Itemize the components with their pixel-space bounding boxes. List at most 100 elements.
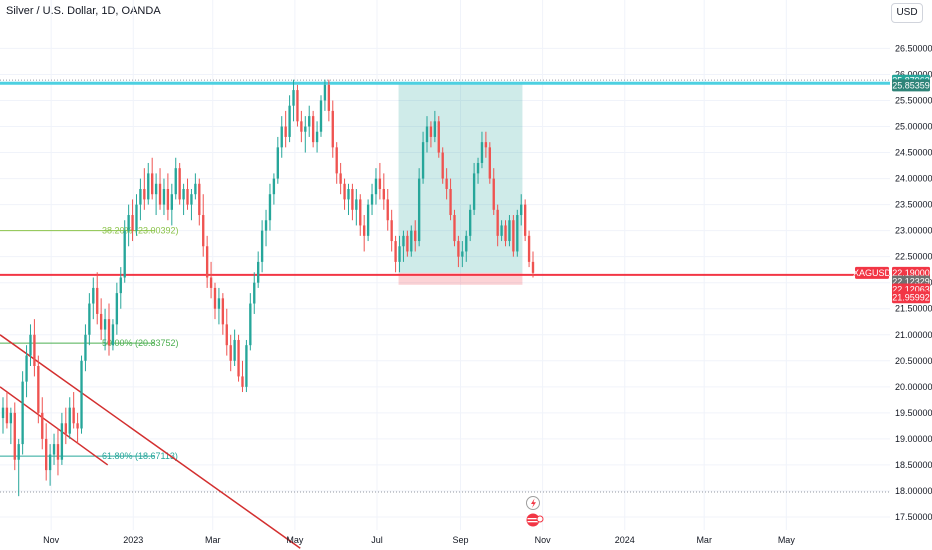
candle-body (523, 204, 527, 236)
candle-body (17, 444, 20, 460)
candle-body (394, 241, 397, 262)
x-tick-label: Nov (43, 535, 60, 545)
fib-levels: 38.20% (23.00392) 50.00% (20.83752) 61.80%… (0, 226, 179, 461)
candle-body (25, 355, 28, 382)
candle-body (300, 121, 303, 132)
candle-body (139, 188, 142, 205)
candle-body (421, 142, 425, 179)
candle-body (103, 319, 107, 330)
y-tick-label: 25.00000 (895, 122, 932, 132)
candle-body (257, 261, 260, 283)
candle-body (406, 235, 409, 252)
candle-body (221, 298, 225, 325)
x-tick-label: 2023 (123, 535, 143, 545)
event-badge-icon (536, 515, 544, 523)
candle-body (382, 188, 385, 200)
candle-body (260, 230, 264, 262)
candle-body (331, 110, 334, 148)
candle-body (500, 225, 503, 236)
candle-body (472, 173, 476, 210)
us-flag-stripe (527, 521, 539, 523)
x-tick-label: Nov (535, 535, 552, 545)
candle-body (476, 162, 480, 174)
y-tick-label: 19.50000 (895, 408, 932, 418)
currency-button[interactable]: USD (891, 3, 923, 23)
candle-body (520, 204, 523, 216)
profit-zone (398, 83, 523, 273)
candle-body (174, 168, 177, 195)
loss-zone (398, 272, 523, 285)
candle-body (41, 412, 44, 439)
candle-body (398, 246, 401, 262)
candle-body (288, 105, 291, 137)
price-tag-label: 22.12063 (892, 284, 930, 294)
candle-body (402, 235, 405, 247)
candle-body (449, 188, 452, 216)
candle-body (88, 303, 91, 335)
price-tag-label: 21.95992 (892, 292, 930, 302)
x-tick-label: May (286, 535, 304, 545)
candle-body (198, 183, 201, 216)
candle-body (512, 220, 515, 252)
candle-body (29, 334, 32, 356)
price-tag-label: 22.12329 (892, 277, 930, 287)
candle-body (304, 126, 307, 132)
candle-body (209, 277, 213, 288)
candle-body (237, 339, 240, 377)
candle-body (241, 376, 244, 387)
candle-body (453, 215, 456, 242)
candle-body (80, 360, 83, 429)
candle-body (64, 423, 67, 434)
y-tick-label: 17.50000 (895, 512, 932, 522)
candle-body (390, 220, 393, 242)
candle-body (417, 178, 421, 242)
candle-body (170, 194, 173, 210)
candle-body (194, 183, 197, 195)
candle-body (441, 152, 444, 179)
candle-body (378, 178, 382, 189)
x-tick-label: Jul (371, 535, 383, 545)
candle-body (433, 121, 437, 137)
candle-body (60, 423, 64, 460)
y-tick-label: 20.50000 (895, 356, 932, 366)
x-axis: Nov 2023 Mar May Jul Sep Nov 2024 Mar May (43, 535, 795, 545)
candle-body (445, 178, 448, 189)
candle-body (496, 209, 499, 236)
candle-body (319, 100, 323, 132)
position-box (398, 83, 523, 285)
candle-body (99, 313, 103, 330)
candle-body (225, 324, 228, 346)
y-tick-label: 21.50000 (895, 304, 932, 314)
candle-body (52, 444, 56, 455)
candle-body (465, 235, 468, 252)
candle-body (72, 407, 75, 424)
y-tick-label: 22.50000 (895, 252, 932, 262)
candle-body (508, 220, 511, 242)
x-tick-label: 2024 (615, 535, 635, 545)
candle-body (127, 215, 130, 231)
candle-body (264, 220, 268, 231)
candle-body (414, 230, 417, 242)
price-tag-label: 22.19000 (892, 268, 930, 278)
horizontal-levels (0, 79, 890, 493)
candle-body (469, 209, 472, 236)
fib-label: 61.80% (18.67113) (102, 451, 178, 461)
candle-body (457, 241, 460, 257)
candle-body (123, 230, 126, 278)
candle-body (268, 194, 272, 221)
candle-body (272, 178, 276, 195)
us-flag-event-icon[interactable] (526, 513, 540, 527)
candle-body (484, 142, 488, 148)
y-tick-label: 24.00000 (895, 174, 932, 184)
candle-body (92, 287, 95, 304)
candle-body (186, 188, 189, 205)
candle-body (190, 194, 193, 205)
candle-body (327, 84, 331, 111)
candle-body (527, 235, 531, 262)
candle-body (504, 225, 507, 242)
trendline (0, 386, 109, 466)
candle-body (33, 334, 36, 367)
candle-body (249, 303, 252, 346)
price-tag (892, 291, 930, 304)
